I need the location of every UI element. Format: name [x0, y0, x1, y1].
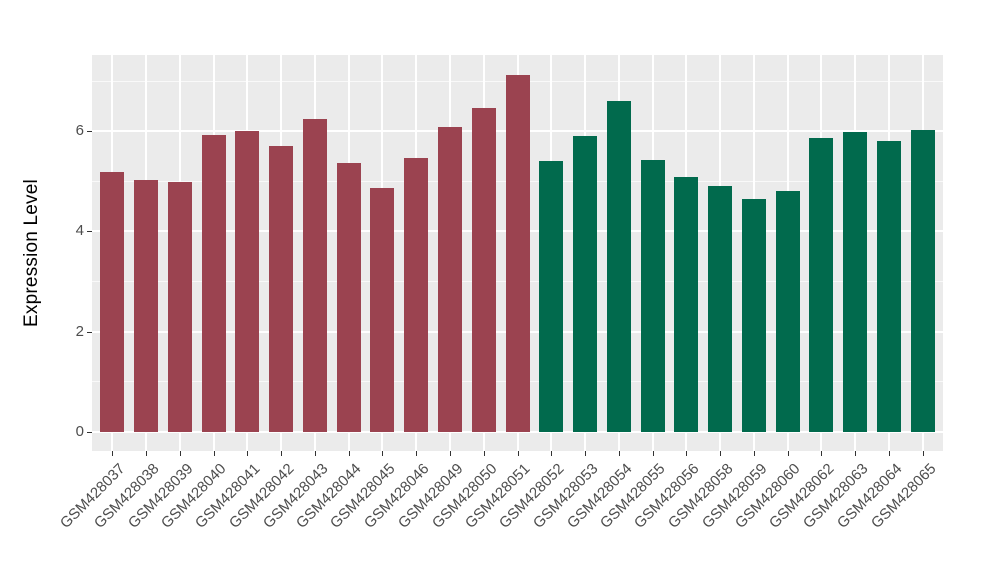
- bar-GSM428037: [100, 172, 124, 432]
- x-tick-mark: [281, 451, 283, 456]
- bar-GSM428063: [843, 131, 867, 432]
- x-tick-mark: [112, 451, 114, 456]
- x-tick-mark: [348, 451, 350, 456]
- bar-GSM428046: [404, 158, 428, 432]
- bar-GSM428045: [370, 188, 394, 432]
- bar-GSM428064: [877, 141, 901, 432]
- bar-GSM428055: [641, 159, 665, 432]
- bar-GSM428039: [168, 181, 192, 432]
- x-tick-mark: [855, 451, 857, 456]
- x-tick-mark: [922, 451, 924, 456]
- x-tick-mark: [652, 451, 654, 456]
- y-tick-mark: [87, 331, 92, 333]
- bar-GSM428059: [742, 198, 766, 432]
- x-tick-mark: [686, 451, 688, 456]
- y-tick-label: 2: [75, 322, 84, 340]
- bar-GSM428060: [776, 190, 800, 432]
- x-tick-mark: [585, 451, 587, 456]
- x-tick-mark: [888, 451, 890, 456]
- bar-GSM428042: [269, 146, 293, 432]
- bar-GSM428049: [438, 126, 462, 432]
- bar-GSM428062: [809, 138, 833, 432]
- bar-GSM428053: [573, 135, 597, 432]
- y-tick-mark: [87, 231, 92, 233]
- bar-GSM428043: [303, 118, 327, 432]
- bar-GSM428038: [134, 179, 158, 432]
- plot-panel: [92, 55, 943, 451]
- bar-GSM428056: [674, 176, 698, 432]
- x-tick-mark: [213, 451, 215, 456]
- x-tick-mark: [179, 451, 181, 456]
- x-tick-mark: [753, 451, 755, 456]
- bar-GSM428052: [539, 160, 563, 432]
- y-tick-label: 6: [75, 122, 84, 140]
- x-tick-mark: [618, 451, 620, 456]
- bar-GSM428065: [911, 129, 935, 432]
- x-tick-mark: [551, 451, 553, 456]
- bar-GSM428040: [202, 135, 226, 432]
- bar-GSM428050: [472, 108, 496, 432]
- y-tick-mark: [87, 131, 92, 133]
- x-tick-mark: [720, 451, 722, 456]
- x-tick-mark: [517, 451, 519, 456]
- bar-GSM428051: [506, 74, 530, 432]
- x-tick-mark: [146, 451, 148, 456]
- y-tick-label: 4: [75, 222, 84, 240]
- x-tick-mark: [382, 451, 384, 456]
- y-axis-title: Expression Level: [21, 179, 42, 327]
- bar-GSM428054: [607, 100, 631, 432]
- x-tick-mark: [821, 451, 823, 456]
- bar-GSM428058: [708, 186, 732, 432]
- x-tick-mark: [247, 451, 249, 456]
- x-tick-mark: [787, 451, 789, 456]
- bar-GSM428044: [337, 162, 361, 432]
- y-tick-label: 0: [75, 423, 84, 440]
- x-tick-mark: [314, 451, 316, 456]
- x-tick-mark: [416, 451, 418, 456]
- x-tick-mark: [483, 451, 485, 456]
- bar-GSM428041: [235, 130, 259, 432]
- y-tick-mark: [87, 432, 92, 433]
- x-tick-mark: [449, 451, 451, 456]
